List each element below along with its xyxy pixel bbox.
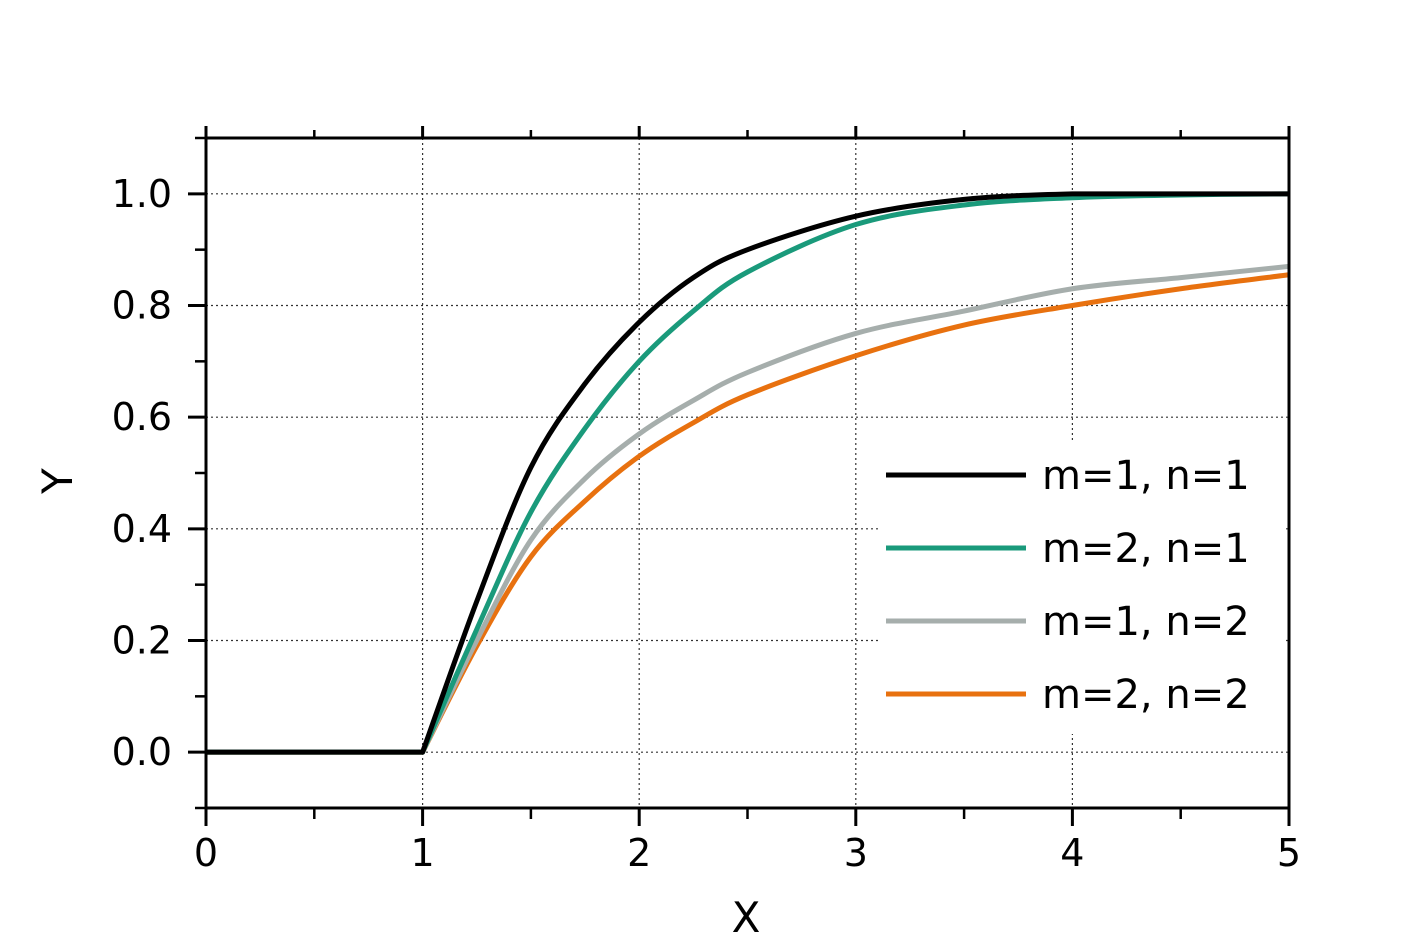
series-line-4 — [206, 272, 1290, 755]
x-axis-title: X — [732, 893, 761, 942]
y-tick-label: 1.0 — [112, 172, 172, 216]
y-axis-title: Y — [33, 468, 82, 495]
grid — [206, 138, 1289, 808]
series-line-1 — [206, 191, 1289, 755]
axis-ticks — [188, 126, 1291, 826]
y-tick-label: 0.4 — [112, 507, 172, 551]
legend-label-1: m=1, n=1 — [1042, 453, 1250, 499]
x-tick-label: 1 — [411, 831, 435, 875]
x-tick-label: 5 — [1277, 831, 1301, 875]
y-tick-label: 0.6 — [112, 395, 172, 439]
y-tick-label: 0.0 — [112, 730, 172, 774]
legend-label-3: m=1, n=2 — [1042, 599, 1250, 645]
x-tick-label: 4 — [1060, 831, 1084, 875]
series-line-2 — [206, 191, 1290, 755]
x-tick-label: 3 — [844, 831, 868, 875]
y-tick-label: 0.2 — [112, 619, 172, 663]
x-tick-label: 0 — [194, 831, 218, 875]
series-lines — [206, 191, 1290, 755]
legend-label-2: m=2, n=1 — [1042, 526, 1250, 572]
legend-background — [880, 440, 1285, 734]
tick-labels: 0 1 2 3 4 5 0.0 0.2 0.4 0.6 0.8 1.0 — [112, 172, 1302, 875]
series-line-3 — [206, 263, 1290, 755]
x-tick-label: 2 — [627, 831, 651, 875]
legend: m=1, n=1 m=2, n=1 m=1, n=2 m=2, n=2 — [880, 440, 1285, 734]
legend-label-4: m=2, n=2 — [1042, 672, 1250, 718]
y-tick-label: 0.8 — [112, 284, 172, 328]
